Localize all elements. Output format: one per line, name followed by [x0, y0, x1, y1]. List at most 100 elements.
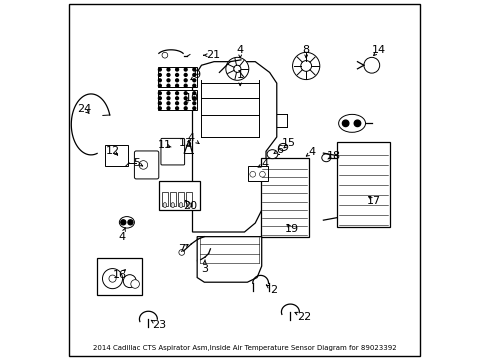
Text: 15: 15	[282, 139, 296, 148]
FancyBboxPatch shape	[161, 138, 184, 165]
Polygon shape	[192, 62, 276, 232]
Circle shape	[175, 79, 178, 82]
Text: 6: 6	[276, 144, 283, 154]
Bar	[104, 145, 128, 166]
Circle shape	[184, 79, 187, 82]
Circle shape	[184, 107, 187, 110]
Circle shape	[175, 97, 178, 100]
Circle shape	[363, 57, 379, 73]
Circle shape	[102, 269, 122, 289]
Text: 3: 3	[201, 264, 207, 274]
Ellipse shape	[171, 203, 174, 208]
Circle shape	[192, 79, 195, 82]
Ellipse shape	[187, 203, 191, 208]
Circle shape	[292, 52, 319, 80]
Circle shape	[184, 84, 187, 87]
Circle shape	[167, 73, 169, 76]
Bar	[336, 142, 389, 227]
Bar	[159, 181, 200, 211]
Circle shape	[259, 171, 265, 177]
Text: 12: 12	[105, 145, 120, 156]
Text: 24: 24	[77, 104, 91, 114]
Bar	[186, 192, 192, 206]
Polygon shape	[197, 237, 261, 282]
Text: 13: 13	[178, 139, 192, 148]
Bar	[169, 192, 175, 206]
Bar	[97, 258, 142, 296]
Circle shape	[192, 92, 195, 95]
Bar	[162, 192, 167, 206]
Circle shape	[121, 220, 125, 225]
Circle shape	[158, 92, 161, 95]
Ellipse shape	[119, 217, 134, 228]
Circle shape	[300, 60, 311, 71]
Circle shape	[175, 73, 178, 76]
Bar	[158, 90, 197, 110]
Circle shape	[192, 102, 195, 105]
Ellipse shape	[278, 143, 287, 150]
Circle shape	[167, 92, 169, 95]
Circle shape	[158, 97, 161, 100]
Circle shape	[158, 107, 161, 110]
Circle shape	[184, 102, 187, 105]
Text: 4: 4	[308, 147, 315, 157]
Circle shape	[184, 68, 187, 71]
Circle shape	[109, 275, 116, 282]
FancyBboxPatch shape	[134, 151, 159, 179]
Circle shape	[167, 84, 169, 87]
Circle shape	[184, 97, 187, 100]
Text: 18: 18	[325, 150, 340, 161]
Text: 17: 17	[366, 196, 381, 206]
Circle shape	[175, 68, 178, 71]
Text: 14: 14	[371, 45, 385, 55]
Circle shape	[184, 73, 187, 76]
Text: 8: 8	[302, 45, 309, 55]
Circle shape	[162, 52, 167, 58]
Text: 20: 20	[183, 201, 197, 211]
Circle shape	[233, 65, 241, 72]
Circle shape	[158, 68, 161, 71]
Text: 1: 1	[236, 70, 243, 80]
Text: 4: 4	[236, 45, 243, 55]
Text: 16: 16	[112, 270, 126, 280]
Circle shape	[167, 102, 169, 105]
Circle shape	[131, 280, 139, 288]
Text: 10: 10	[184, 93, 198, 103]
Bar	[178, 192, 183, 206]
Circle shape	[192, 84, 195, 87]
Text: 9: 9	[193, 70, 200, 80]
Text: 2: 2	[270, 285, 277, 296]
Circle shape	[123, 275, 136, 288]
Bar	[260, 158, 308, 237]
Ellipse shape	[266, 150, 277, 159]
Circle shape	[192, 107, 195, 110]
Ellipse shape	[321, 154, 330, 162]
Circle shape	[175, 84, 178, 87]
Text: 11: 11	[158, 140, 172, 150]
Text: 22: 22	[297, 312, 311, 322]
Circle shape	[167, 68, 169, 71]
Circle shape	[225, 57, 248, 80]
Text: 4: 4	[261, 159, 268, 169]
Circle shape	[249, 171, 255, 177]
Circle shape	[179, 249, 184, 255]
Ellipse shape	[179, 203, 183, 208]
Text: 2014 Cadillac CTS Aspirator Asm,Inside Air Temperature Sensor Diagram for 890233: 2014 Cadillac CTS Aspirator Asm,Inside A…	[93, 345, 395, 351]
Text: 4: 4	[118, 232, 125, 242]
Circle shape	[192, 68, 195, 71]
Circle shape	[197, 258, 202, 263]
Circle shape	[158, 73, 161, 76]
Circle shape	[342, 120, 348, 127]
Ellipse shape	[163, 203, 166, 208]
Circle shape	[158, 84, 161, 87]
Circle shape	[175, 107, 178, 110]
Text: 21: 21	[205, 50, 220, 60]
Circle shape	[128, 220, 133, 225]
FancyBboxPatch shape	[247, 166, 267, 181]
Circle shape	[167, 107, 169, 110]
Circle shape	[139, 161, 147, 169]
Text: 19: 19	[284, 225, 298, 234]
Circle shape	[184, 92, 187, 95]
Circle shape	[353, 120, 360, 127]
Circle shape	[158, 102, 161, 105]
